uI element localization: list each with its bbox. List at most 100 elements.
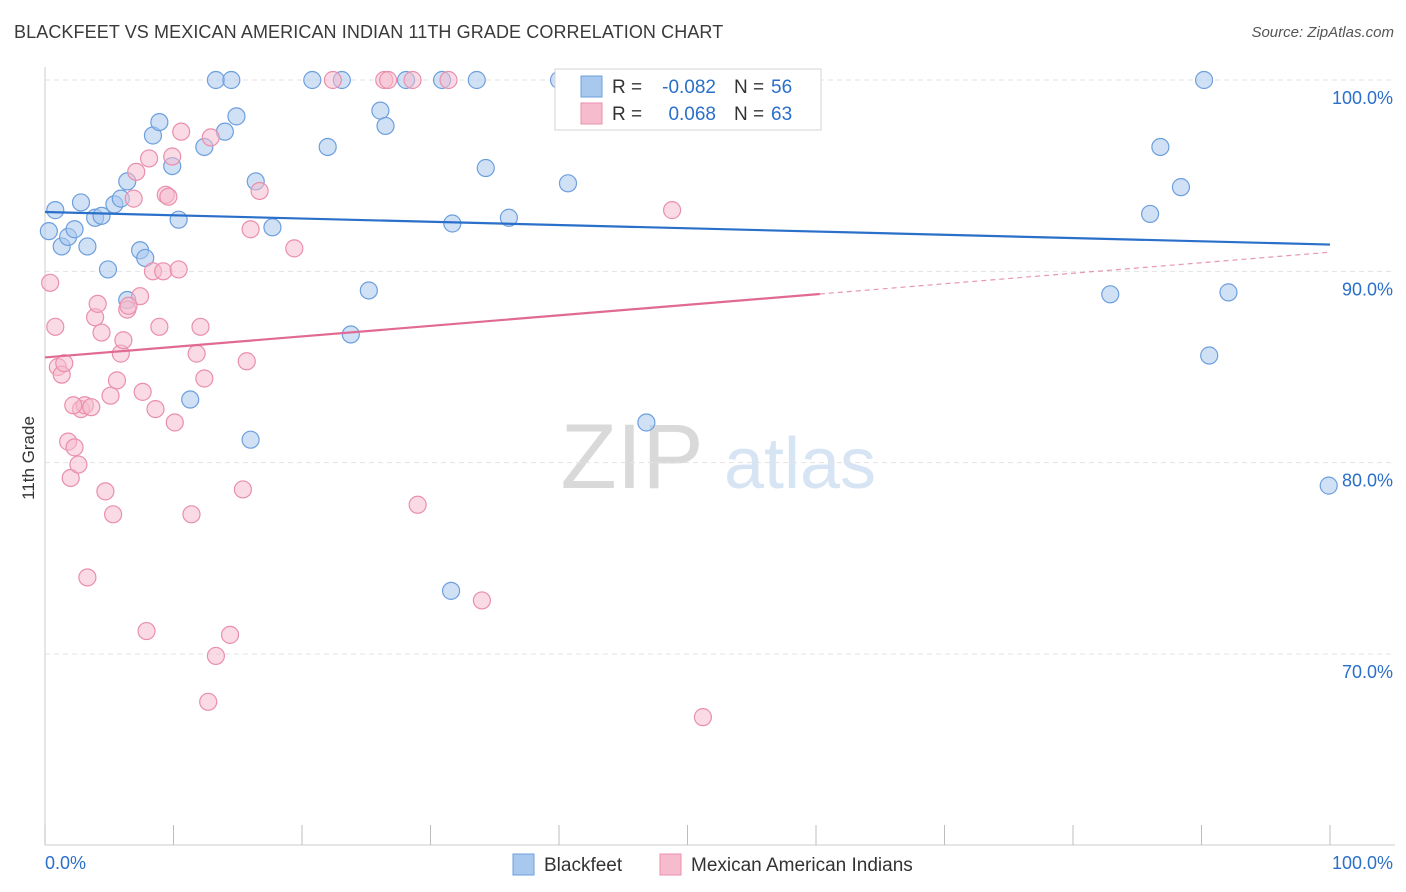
blackfeet-point-47 [1140, 204, 1160, 224]
trend-layer [44, 210, 1331, 359]
mexican-american-indians-point-38 [172, 122, 191, 141]
y-tick-label-80: 80.0% [1342, 471, 1393, 491]
blackfeet-point-31 [341, 325, 360, 344]
legend-mexican-american-indians-label: Mexican American Indians [691, 855, 913, 876]
chart-source: Source: ZipAtlas.com [1251, 24, 1394, 41]
blackfeet-point-38 [467, 70, 486, 90]
mexican-american-indians-point-28 [139, 149, 159, 168]
x-tick-label-100: 100.0% [1332, 853, 1393, 873]
blackfeet-point-27 [263, 218, 282, 237]
mexican-american-indians-trend-line [44, 292, 820, 359]
blackfeet-point-51 [1200, 346, 1219, 365]
mexican-american-indians-point-27 [137, 621, 156, 641]
mexican-american-indians-point-50 [250, 181, 269, 201]
mexican-american-indians-point-62 [64, 396, 83, 415]
blackfeet-point-23 [222, 70, 241, 90]
series-legend: Blackfeet Mexican American Indians [512, 853, 913, 876]
mexican-american-indians-point-35 [163, 147, 182, 166]
mexican-american-indians-swatch [580, 102, 603, 125]
stats-n-label-2: N = [734, 104, 764, 125]
stats-n-value-2: 63 [771, 104, 792, 125]
blackfeet-point-34 [376, 116, 395, 136]
mexican-american-indians-point-60 [693, 708, 713, 727]
mexican-american-indians-point-41 [191, 317, 210, 336]
blackfeet-swatch [580, 75, 603, 98]
mexican-american-indians-point-47 [233, 480, 252, 499]
mexican-american-indians-point-51 [285, 239, 304, 258]
blackfeet-point-18 [169, 210, 188, 229]
stats-r-value-2: 0.068 [668, 104, 716, 125]
blackfeet-point-46 [1101, 285, 1120, 304]
blackfeet-point-28 [303, 70, 322, 90]
stats-r-label-1: R = [612, 77, 642, 98]
mexican-american-indians-point-59 [662, 201, 682, 220]
y-tick-label-70: 70.0% [1342, 662, 1393, 682]
blackfeet-point-49 [1171, 178, 1191, 197]
blackfeet-point-6 [78, 237, 97, 256]
mexican-american-indians-point-23 [124, 189, 143, 208]
blackfeet-point-1 [46, 201, 65, 220]
mexican-american-indians-point-45 [206, 646, 226, 666]
mexican-american-indians-point-0 [41, 273, 60, 292]
stats-r-label-2: R = [612, 104, 642, 125]
stats-r-value-1: -0.082 [662, 77, 716, 98]
mexican-american-indians-point-36 [165, 413, 184, 432]
mexican-american-indians-point-40 [187, 344, 206, 363]
mexican-american-indians-point-49 [241, 220, 260, 239]
x-tick-label-0: 0.0% [45, 853, 86, 873]
mexican-american-indians-point-18 [104, 505, 123, 524]
mexican-american-indians-point-56 [408, 495, 427, 514]
blackfeet-point-4 [65, 220, 84, 239]
chart-title: BLACKFEET VS MEXICAN AMERICAN INDIAN 11T… [14, 22, 724, 42]
mexican-american-indians-point-21 [114, 331, 133, 350]
mexican-american-indians-point-7 [65, 438, 84, 457]
blackfeet-point-48 [1151, 137, 1170, 157]
blackfeet-point-33 [371, 101, 390, 120]
mexican-american-indians-point-12 [82, 398, 101, 417]
blackfeet-point-40 [499, 208, 518, 227]
mexican-american-indians-point-19 [107, 371, 127, 390]
mexican-american-indians-point-44 [201, 128, 220, 147]
blackfeet-point-24 [227, 107, 246, 126]
mexican-american-indians-point-55 [403, 70, 422, 90]
blackfeet-point-29 [318, 137, 337, 157]
mexican-american-indians-point-57 [439, 70, 458, 90]
blackfeet-point-19 [181, 390, 200, 409]
mexican-american-indians-point-8 [69, 455, 88, 474]
mexican-american-indians-point-46 [220, 625, 240, 644]
y-tick-label-100: 100.0% [1332, 88, 1393, 108]
mexican-american-indians-point-52 [323, 70, 342, 90]
mexican-american-indians-point-39 [182, 505, 201, 524]
mexican-american-indians-point-14 [88, 294, 107, 313]
blackfeet-point-52 [1219, 283, 1238, 302]
legend-blackfeet-swatch [512, 853, 535, 876]
y-axis-title: 11th Grade [19, 416, 38, 500]
stats-n-value-1: 56 [771, 77, 792, 98]
mexican-american-indians-point-30 [146, 399, 165, 419]
mexican-american-indians-point-48 [237, 352, 256, 371]
axis-layer: 70.0% 80.0% 90.0% 100.0% 0.0% 100.0% [44, 67, 1395, 873]
blackfeet-point-16 [150, 112, 169, 132]
mexican-american-indians-point-24 [127, 162, 146, 181]
stats-n-label-1: N = [734, 77, 764, 98]
blackfeet-point-21 [206, 70, 226, 90]
grid-layer [45, 79, 1395, 655]
mexican-american-indians-point-26 [133, 382, 152, 401]
mexican-american-indians-point-11 [78, 568, 97, 587]
blackfeet-point-50 [1194, 70, 1214, 90]
mexican-american-indians-point-1 [46, 317, 65, 336]
blackfeet-trend-line [44, 210, 1331, 246]
legend-mexican-american-indians-swatch [659, 853, 682, 876]
mexican-american-indians-point-4 [55, 354, 74, 373]
blackfeet-point-5 [71, 193, 91, 212]
mexican-american-indians-point-15 [92, 323, 111, 342]
blackfeet-point-32 [359, 281, 378, 300]
blackfeet-point-0 [39, 222, 58, 241]
watermark-atlas: atlas [724, 424, 876, 504]
mexican-american-indians-point-43 [199, 692, 218, 711]
mexican-american-indians-point-34 [159, 187, 178, 206]
mexican-american-indians-trend-line-extension [819, 251, 1331, 295]
y-tick-label-90: 90.0% [1342, 279, 1393, 299]
mexican-american-indians-point-54 [378, 70, 398, 90]
